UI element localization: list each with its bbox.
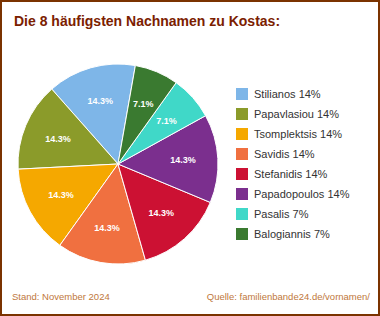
legend-entry: Balogiannis 7% bbox=[254, 228, 330, 240]
chart-container: Die 8 häufigsten Nachnamen zu Kostas: 14.… bbox=[0, 0, 380, 316]
data-label: 14.3% bbox=[45, 134, 71, 144]
legend-entry: Stilianos 14% bbox=[254, 88, 321, 100]
slices bbox=[18, 64, 218, 264]
pie-slice bbox=[18, 89, 118, 169]
footer-left: Stand: November 2024 bbox=[12, 291, 110, 302]
legend-entry: Savidis 14% bbox=[254, 148, 315, 160]
data-label: 7.1% bbox=[133, 99, 154, 109]
pie-slice bbox=[118, 66, 176, 164]
title: Die 8 häufigsten Nachnamen zu Kostas: bbox=[14, 13, 280, 29]
footer: Stand: November 2024 Quelle: familienband… bbox=[12, 291, 370, 302]
footer-right: Quelle: familienbande24.de/vornamen/ bbox=[207, 291, 371, 302]
legend-swatch bbox=[236, 228, 248, 240]
legend-swatch bbox=[236, 188, 248, 200]
legend-swatch bbox=[236, 168, 248, 180]
legend-swatch bbox=[236, 208, 248, 220]
legend-swatch bbox=[236, 148, 248, 160]
legend-entry: Papavlasiou 14% bbox=[254, 108, 339, 120]
legend-swatch bbox=[236, 108, 248, 120]
border bbox=[1, 1, 379, 315]
data-label: 14.3% bbox=[148, 208, 174, 218]
data-label: 14.3% bbox=[94, 223, 120, 233]
data-label: 7.1% bbox=[156, 116, 177, 126]
legend-entry: Stefanidis 14% bbox=[254, 168, 328, 180]
legend-entry: Tsomplektsis 14% bbox=[254, 128, 342, 140]
legend-swatch bbox=[236, 128, 248, 140]
legend-swatch bbox=[236, 88, 248, 100]
slice-labels: 14.3% 14.3% 14.3% 14.3% 14.3% 14.3% 7.1%7.1% bbox=[45, 96, 195, 233]
data-label: 14.3% bbox=[170, 155, 196, 165]
chart-svg: Die 8 häufigsten Nachnamen zu Kostas: 14.… bbox=[0, 0, 380, 316]
legend-entry: Pasalis 7% bbox=[254, 208, 309, 220]
data-label: 14.3% bbox=[48, 190, 74, 200]
legend-entry: Papadopoulos 14% bbox=[254, 188, 350, 200]
legend: Stilianos 14% Papavlasiou 14% Tsomplektsis… bbox=[236, 88, 350, 240]
data-label: 14.3% bbox=[88, 96, 114, 106]
